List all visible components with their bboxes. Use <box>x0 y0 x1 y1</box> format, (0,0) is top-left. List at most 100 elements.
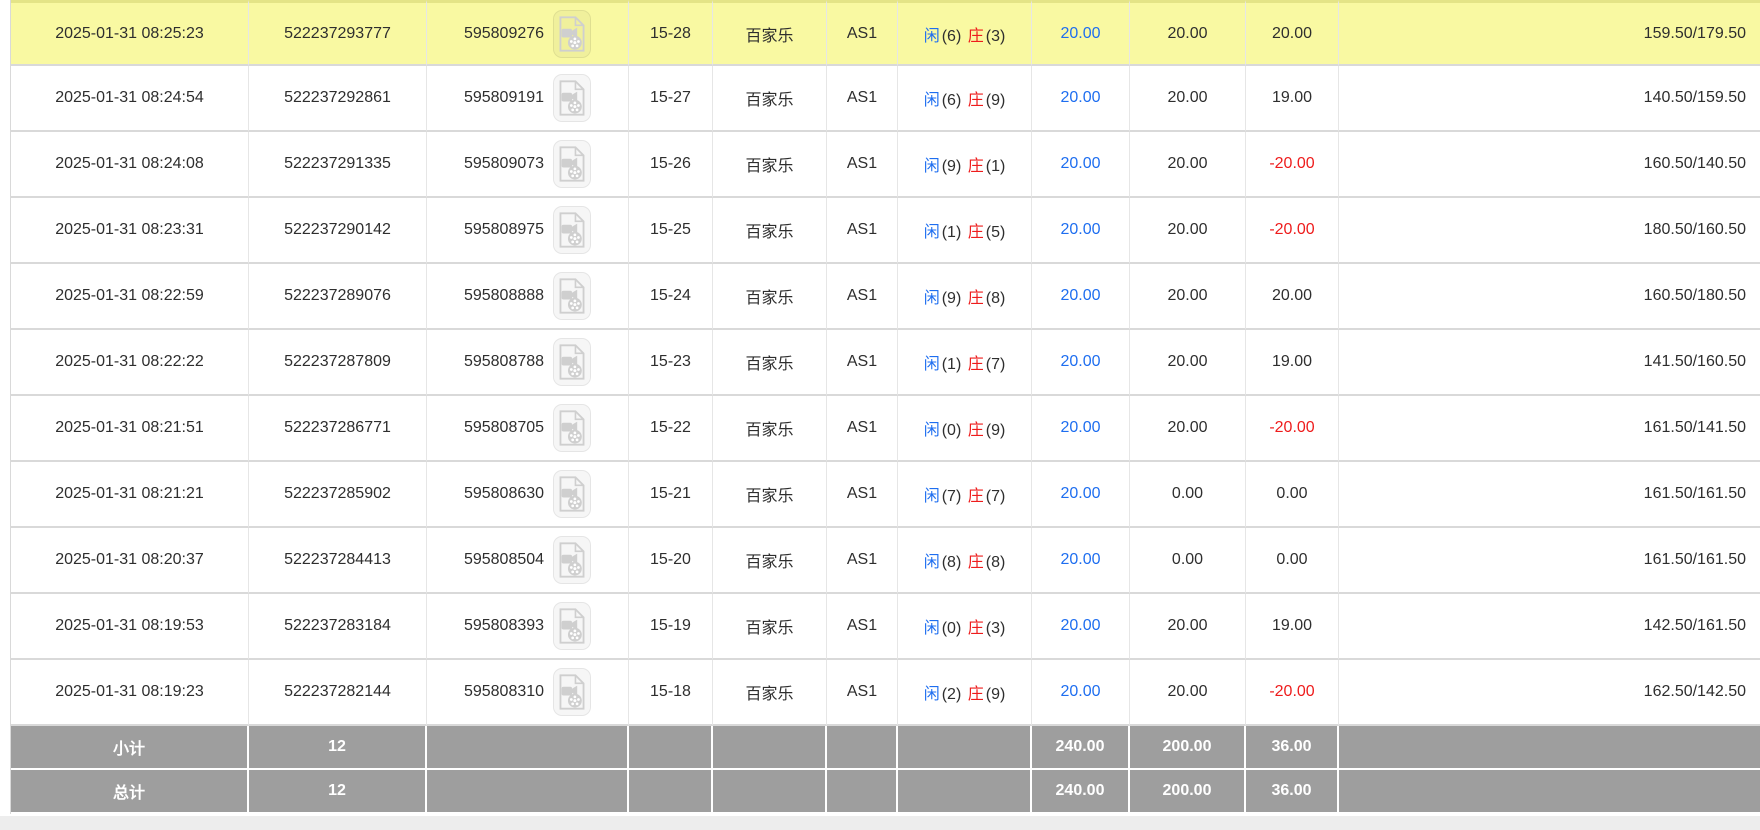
balance-cell: 180.50/160.50 <box>1339 198 1760 264</box>
win-loss-cell: -20.00 <box>1246 132 1339 198</box>
banker-score: (9) <box>985 422 1006 439</box>
player-score: (0) <box>941 422 966 439</box>
player-score: (6) <box>941 92 966 109</box>
game-number: 595809191 <box>463 89 545 106</box>
video-replay-icon <box>559 15 585 52</box>
player-score: (6) <box>941 27 966 45</box>
result-cell: 闲 (0) 庄 (9) <box>898 396 1032 462</box>
video-replay-icon <box>559 344 585 380</box>
game-number: 595808630 <box>463 485 545 502</box>
player-score: (9) <box>941 290 966 307</box>
result-cell: 闲 (6) 庄 (9) <box>898 66 1032 132</box>
bet-amount-cell: 20.00 <box>1032 132 1130 198</box>
table-name-cell: AS1 <box>827 396 898 462</box>
table-row[interactable]: 2025-01-31 08:19:53 522237283184 595808393… <box>11 594 1760 660</box>
table-row[interactable]: 2025-01-31 08:25:23 522237293777 595809276… <box>11 0 1760 66</box>
game-number: 595809276 <box>463 24 545 42</box>
video-replay-button[interactable] <box>553 272 592 320</box>
player-label: 闲 <box>923 422 940 439</box>
table-row[interactable]: 2025-01-31 08:21:51 522237286771 595808705… <box>11 396 1760 462</box>
video-replay-button[interactable] <box>553 9 592 58</box>
bet-records-table: 2025-01-31 08:25:23 522237293777 595809276… <box>10 0 1760 814</box>
bet-time-cell: 2025-01-31 08:23:31 <box>11 198 249 264</box>
table-row[interactable]: 2025-01-31 08:22:59 522237289076 595808888… <box>11 264 1760 330</box>
empty-cell <box>898 726 1032 770</box>
game-type-cell: 百家乐 <box>713 660 827 726</box>
table-row[interactable]: 2025-01-31 08:24:54 522237292861 595809191… <box>11 66 1760 132</box>
video-replay-icon <box>559 674 585 710</box>
video-replay-button[interactable] <box>553 404 592 452</box>
video-replay-button[interactable] <box>553 602 592 650</box>
player-label: 闲 <box>923 224 940 241</box>
video-replay-button[interactable] <box>553 338 592 386</box>
order-number-cell: 522237284413 <box>249 528 427 594</box>
valid-bet-cell: 20.00 <box>1130 660 1246 726</box>
round-cell: 15-20 <box>629 528 713 594</box>
table-row[interactable]: 2025-01-31 08:23:31 522237290142 595808975… <box>11 198 1760 264</box>
game-number-cell: 595808630 <box>427 462 629 528</box>
result-cell: 闲 (6) 庄 (3) <box>898 0 1032 66</box>
banker-score: (7) <box>985 488 1006 505</box>
video-replay-button[interactable] <box>553 206 592 254</box>
result-cell: 闲 (1) 庄 (5) <box>898 198 1032 264</box>
banker-score: (9) <box>985 92 1006 109</box>
banker-score: (3) <box>985 27 1006 45</box>
table-row[interactable]: 2025-01-31 08:19:23 522237282144 595808310… <box>11 660 1760 726</box>
win-loss-cell: 19.00 <box>1246 66 1339 132</box>
bet-amount-cell: 20.00 <box>1032 594 1130 660</box>
bet-amount-cell: 20.00 <box>1032 66 1130 132</box>
video-replay-button[interactable] <box>553 470 592 518</box>
valid-bet-cell: 0.00 <box>1130 528 1246 594</box>
game-type-cell: 百家乐 <box>713 132 827 198</box>
bet-amount-cell: 20.00 <box>1032 264 1130 330</box>
table-row[interactable]: 2025-01-31 08:20:37 522237284413 595808504… <box>11 528 1760 594</box>
win-loss-cell: 20.00 <box>1246 264 1339 330</box>
round-cell: 15-21 <box>629 462 713 528</box>
video-replay-button[interactable] <box>553 140 592 188</box>
player-label: 闲 <box>923 158 940 175</box>
player-label: 闲 <box>923 356 940 373</box>
empty-cell <box>827 726 898 770</box>
order-number-cell: 522237290142 <box>249 198 427 264</box>
order-number-cell: 522237293777 <box>249 0 427 66</box>
game-number-cell: 595809276 <box>427 0 629 66</box>
game-type-cell: 百家乐 <box>713 528 827 594</box>
valid-bet-cell: 20.00 <box>1130 132 1246 198</box>
table-row[interactable]: 2025-01-31 08:22:22 522237287809 595808788… <box>11 330 1760 396</box>
game-type-cell: 百家乐 <box>713 66 827 132</box>
round-cell: 15-28 <box>629 0 713 66</box>
table-row[interactable]: 2025-01-31 08:24:08 522237291335 595809073… <box>11 132 1760 198</box>
empty-cell <box>827 770 898 814</box>
video-replay-button[interactable] <box>553 74 592 122</box>
banker-score: (8) <box>985 290 1006 307</box>
table-name-cell: AS1 <box>827 198 898 264</box>
banker-score: (3) <box>985 620 1006 637</box>
banker-score: (5) <box>985 224 1006 241</box>
game-number: 595808504 <box>463 551 545 568</box>
valid-bet-cell: 20.00 <box>1130 264 1246 330</box>
table-name-cell: AS1 <box>827 264 898 330</box>
video-replay-icon <box>559 608 585 644</box>
video-replay-icon <box>559 476 585 512</box>
round-cell: 15-27 <box>629 66 713 132</box>
table-name-cell: AS1 <box>827 594 898 660</box>
order-number-cell: 522237285902 <box>249 462 427 528</box>
player-label: 闲 <box>923 554 940 571</box>
round-cell: 15-26 <box>629 132 713 198</box>
video-replay-button[interactable] <box>553 536 592 584</box>
win-loss-cell: 0.00 <box>1246 528 1339 594</box>
order-number-cell: 522237291335 <box>249 132 427 198</box>
bet-time-cell: 2025-01-31 08:24:54 <box>11 66 249 132</box>
bet-amount-cell: 20.00 <box>1032 396 1130 462</box>
player-score: (9) <box>941 158 966 175</box>
banker-label: 庄 <box>967 554 984 571</box>
bet-time-cell: 2025-01-31 08:22:22 <box>11 330 249 396</box>
player-score: (1) <box>941 224 966 241</box>
table-row[interactable]: 2025-01-31 08:21:21 522237285902 595808630… <box>11 462 1760 528</box>
video-replay-button[interactable] <box>553 668 592 716</box>
order-number-cell: 522237286771 <box>249 396 427 462</box>
player-score: (1) <box>941 356 966 373</box>
win-loss-cell: -20.00 <box>1246 198 1339 264</box>
bet-time-cell: 2025-01-31 08:19:23 <box>11 660 249 726</box>
player-label: 闲 <box>923 290 940 307</box>
